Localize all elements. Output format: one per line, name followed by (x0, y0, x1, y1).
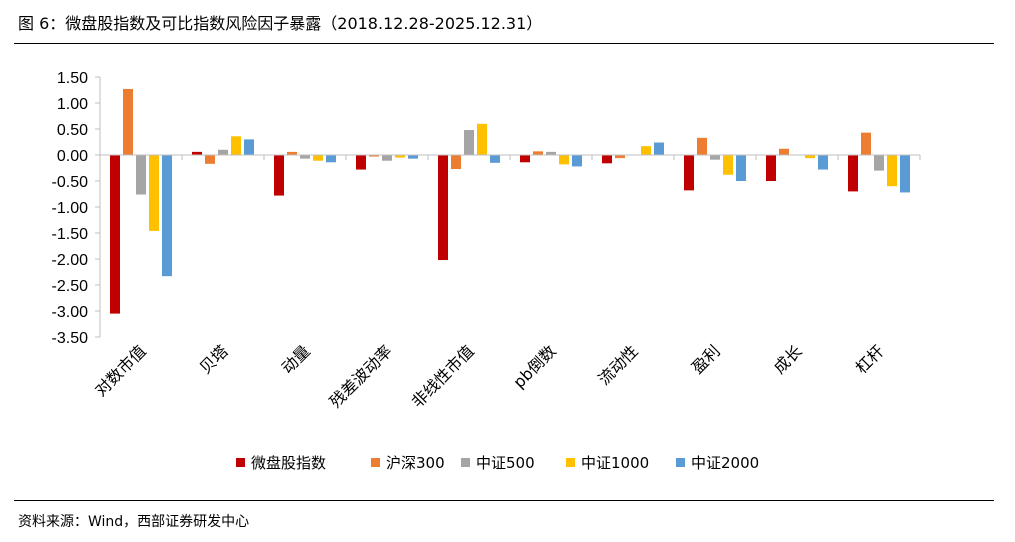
x-tick-label: 残差波动率 (326, 341, 396, 411)
bar-5-8 (736, 155, 746, 181)
legend-swatch-5 (676, 458, 685, 467)
x-tick-label: pb倒数 (509, 341, 559, 391)
x-axis: 对数市值 贝塔 动量 残差波动率 非线性市值 pb倒数 流动性 盈利 成长 杠杆 (91, 154, 921, 411)
title-divider (14, 43, 994, 44)
y-tick-label: -2.50 (52, 278, 89, 295)
x-tick-label: 成长 (770, 341, 806, 377)
bar-4-1 (149, 155, 159, 231)
bar-4-10 (887, 155, 897, 187)
y-tick-label: -1.00 (52, 200, 89, 217)
bar-1-1 (110, 155, 120, 314)
bar-2-4 (369, 155, 379, 157)
chart-title: 图 6：微盘股指数及可比指数风险因子暴露（2018.12.28-2025.12.… (18, 14, 543, 33)
bar-3-2 (218, 149, 228, 155)
x-tick-label: 流动性 (594, 341, 641, 388)
y-tick-label: -0.50 (52, 174, 89, 191)
bar-3-8 (710, 155, 720, 160)
bar-2-9 (779, 148, 789, 155)
x-tick-label: 动量 (278, 341, 314, 377)
bar-4-7 (641, 146, 651, 155)
bar-2-5 (451, 155, 461, 170)
bar-3-10 (874, 155, 884, 171)
y-tick-label: -3.00 (52, 304, 89, 321)
bar-2-2 (205, 155, 215, 164)
y-tick-label: 1.50 (57, 70, 88, 87)
bar-5-5 (490, 155, 500, 163)
bar-3-4 (382, 155, 392, 161)
x-tick-label: 对数市值 (91, 341, 150, 400)
bar-3-6 (546, 151, 556, 155)
bar-2-8 (697, 137, 707, 155)
bar-1-5 (438, 155, 448, 261)
bar-2-7 (615, 155, 625, 159)
legend: 微盘股指数 沪深300 中证500 中证1000 中证2000 (236, 454, 759, 472)
bar-1-10 (848, 155, 858, 192)
bar-1-3 (274, 155, 284, 196)
x-tick-label: 贝塔 (196, 341, 232, 377)
bar-5-3 (326, 155, 336, 163)
bar-4-2 (231, 136, 241, 155)
source-note: 资料来源：Wind，西部证券研发中心 (18, 514, 250, 530)
legend-swatch-3 (461, 458, 470, 467)
x-tick-label: 杠杆 (852, 341, 888, 377)
bar-5-10 (900, 155, 910, 193)
bar-2-6 (533, 151, 543, 155)
legend-swatch-2 (371, 458, 380, 467)
bar-1-2 (192, 151, 202, 155)
bars (110, 88, 910, 314)
bar-chart: 1.50 1.00 0.50 0.00 -0.50 -1.00 -1.50 -2.00 -2.5… (52, 70, 921, 472)
y-tick-label: -1.50 (52, 226, 89, 243)
bar-2-10 (861, 132, 871, 155)
legend-label-5: 中证2000 (691, 454, 759, 472)
source-divider (14, 500, 994, 501)
bar-1-8 (684, 155, 694, 191)
y-tick-label: 1.00 (57, 96, 88, 113)
legend-swatch-4 (566, 458, 575, 467)
legend-label-3: 中证500 (476, 454, 535, 472)
bar-4-9 (805, 155, 815, 159)
bar-5-2 (244, 139, 254, 155)
bar-1-4 (356, 155, 366, 170)
bar-5-6 (572, 155, 582, 167)
bar-1-9 (766, 155, 776, 181)
legend-label-1: 微盘股指数 (251, 454, 326, 472)
bar-5-7 (654, 142, 664, 155)
bar-1-6 (520, 155, 530, 163)
y-tick-label: 0.00 (57, 148, 88, 165)
y-tick-label: 0.50 (57, 122, 88, 139)
bar-4-5 (477, 123, 487, 155)
legend-label-4: 中证1000 (581, 454, 649, 472)
bar-3-1 (136, 155, 146, 195)
bar-4-4 (395, 155, 405, 158)
x-tick-label: 非线性市值 (408, 341, 478, 411)
bar-5-4 (408, 155, 418, 159)
bar-2-1 (123, 88, 133, 155)
x-tick-label: 盈利 (688, 341, 724, 377)
y-axis: 1.50 1.00 0.50 0.00 -0.50 -1.00 -1.50 -2.00 -2.5… (52, 70, 101, 347)
bar-3-3 (300, 155, 310, 159)
bar-5-9 (818, 155, 828, 170)
legend-label-2: 沪深300 (386, 454, 445, 472)
bar-4-8 (723, 155, 733, 175)
y-tick-label: -3.50 (52, 330, 89, 347)
y-tick-label: -2.00 (52, 252, 89, 269)
bar-4-3 (313, 155, 323, 161)
legend-swatch-1 (236, 458, 245, 467)
bar-4-6 (559, 155, 569, 165)
bar-2-3 (287, 151, 297, 155)
bar-3-5 (464, 130, 474, 155)
bar-1-7 (602, 155, 612, 164)
bar-5-1 (162, 155, 172, 277)
